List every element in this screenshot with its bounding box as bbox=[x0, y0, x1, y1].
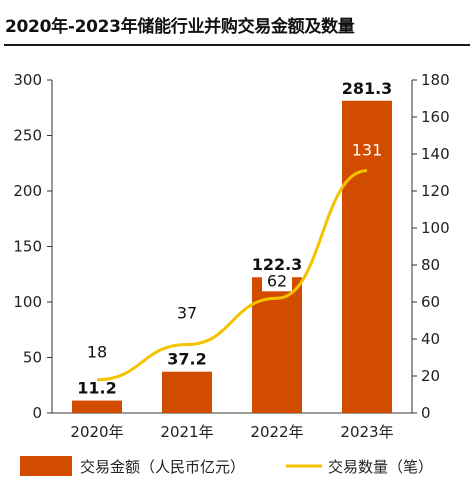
amount-bar bbox=[72, 400, 122, 413]
count-label-background bbox=[262, 271, 292, 292]
legend-line-label: 交易数量（笔） bbox=[328, 458, 433, 476]
y-right-tick-label: 20 bbox=[421, 367, 440, 385]
count-value-label: 37 bbox=[177, 304, 197, 323]
y-right-tick-label: 100 bbox=[421, 219, 450, 237]
y-right-tick-label: 140 bbox=[421, 145, 450, 163]
amount-value-label: 37.2 bbox=[167, 350, 206, 369]
y-right-tick-label: 60 bbox=[421, 293, 440, 311]
x-category-label: 2021年 bbox=[160, 423, 213, 441]
y-left-tick-label: 50 bbox=[23, 349, 42, 367]
x-category-label: 2020年 bbox=[70, 423, 123, 441]
count-value-label: 18 bbox=[87, 343, 107, 362]
y-left-tick-label: 150 bbox=[13, 238, 42, 256]
amount-bar bbox=[162, 371, 212, 413]
y-left-tick-label: 100 bbox=[13, 293, 42, 311]
chart-title-bar: 2020年-2023年储能行业并购交易金额及数量 bbox=[0, 0, 472, 46]
y-right-tick-label: 80 bbox=[421, 256, 440, 274]
amount-bar bbox=[342, 100, 392, 414]
count-line bbox=[96, 169, 368, 382]
amount-value-label: 122.3 bbox=[252, 255, 303, 274]
x-category-label: 2022年 bbox=[250, 423, 303, 441]
y-left-tick-label: 300 bbox=[13, 71, 42, 89]
amount-value-label: 11.2 bbox=[77, 379, 116, 398]
count-value-label: 62 bbox=[267, 271, 287, 290]
x-category-label: 2023年 bbox=[340, 423, 393, 441]
chart-title: 2020年-2023年储能行业并购交易金额及数量 bbox=[5, 17, 355, 37]
y-left-tick-label: 0 bbox=[32, 404, 42, 422]
y-left-tick-label: 200 bbox=[13, 182, 42, 200]
legend-bar-label: 交易金额（人民币亿元） bbox=[80, 458, 245, 476]
title-underline bbox=[4, 44, 470, 46]
y-left-tick-label: 250 bbox=[13, 127, 42, 145]
y-right-tick-label: 40 bbox=[421, 330, 440, 348]
y-right-tick-label: 0 bbox=[421, 404, 431, 422]
legend-bar-swatch bbox=[20, 456, 72, 476]
y-right-tick-label: 180 bbox=[421, 71, 450, 89]
y-right-tick-label: 120 bbox=[421, 182, 450, 200]
amount-value-label: 281.3 bbox=[342, 79, 393, 98]
count-value-label: 131 bbox=[352, 141, 383, 160]
y-right-tick-label: 160 bbox=[421, 108, 450, 126]
